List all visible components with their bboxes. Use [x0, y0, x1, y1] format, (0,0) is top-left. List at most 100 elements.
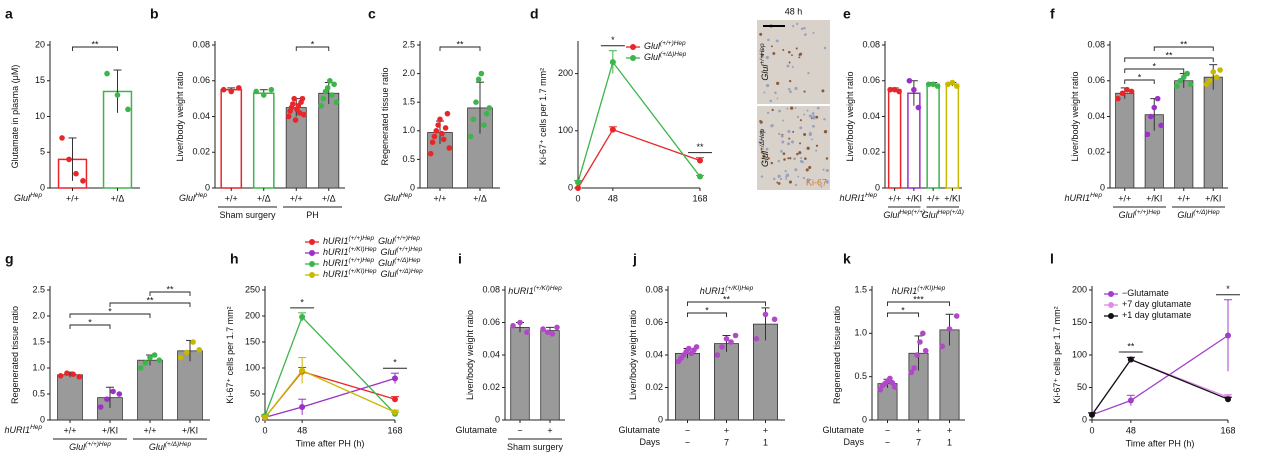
y-tick-label: 0.08 — [1087, 39, 1105, 49]
nucleus — [799, 126, 803, 130]
nucleus — [778, 132, 781, 135]
text-base: hURI1 — [892, 286, 918, 296]
micrograph — [757, 106, 830, 190]
x-tick-label: +/+ — [888, 193, 901, 203]
y-axis-label: Ki-67⁺ cells per 1.7 mm² — [1052, 306, 1062, 403]
y-tick-label: 0.02 — [645, 382, 663, 392]
x-tick-label: 168 — [1220, 425, 1235, 435]
text: Ki-67⁺ cells per 1.7 mm² — [538, 68, 548, 165]
nucleus — [767, 157, 770, 160]
y-tick-label: 1.0 — [854, 328, 867, 338]
legend-label: hURI1(+/KI)Hep Glul(+/Δ)Hep — [323, 268, 423, 279]
significance-bracket — [295, 46, 330, 51]
text: Ki-67⁺ cells per 1.7 mm² — [225, 306, 235, 403]
legend-marker — [309, 250, 315, 256]
y-tick-label: 0 — [1082, 414, 1087, 424]
data-point — [920, 330, 926, 337]
data-point — [486, 105, 493, 111]
bar — [1174, 80, 1194, 189]
data-point — [440, 136, 447, 143]
data-point — [554, 324, 560, 331]
text: Glutamate in plasma (μM) — [10, 65, 20, 169]
data-point — [911, 86, 917, 93]
significance-label: * — [1152, 61, 1156, 71]
text: Glutamate — [822, 425, 864, 435]
data-point — [1225, 396, 1231, 403]
legend-marker — [1108, 291, 1114, 297]
data-point — [1124, 86, 1130, 93]
significance-label: * — [300, 297, 304, 307]
text: Sham surgery — [507, 442, 564, 452]
text-base: Glul — [381, 269, 398, 279]
text: Liver/body weight ratio — [175, 71, 185, 161]
significance-bracket — [109, 302, 191, 307]
nucleus — [815, 144, 819, 147]
data-point — [327, 77, 333, 84]
text: Days — [843, 437, 864, 447]
x-tick-label: +/+ — [433, 193, 446, 203]
bar — [1115, 92, 1135, 189]
data-point — [723, 335, 730, 342]
nucleus — [760, 175, 764, 178]
nucleus — [762, 154, 766, 158]
group-label: GlulHep(+/Δ) — [922, 209, 964, 220]
text-sup: Hep — [30, 424, 42, 431]
text-sup: Hep — [30, 192, 42, 199]
x-row-label: Glutamate — [822, 425, 864, 435]
text-base: Glul — [381, 247, 398, 257]
y-tick-label: 0.04 — [482, 349, 500, 359]
significance-bracket — [439, 46, 481, 51]
bar — [540, 330, 560, 421]
text-sup: (+/+)Hep — [1135, 209, 1161, 216]
nucleus — [774, 91, 777, 95]
significance-bracket — [887, 312, 919, 317]
data-point — [891, 86, 898, 93]
x-tick-label: +/+ — [1177, 193, 1190, 203]
data-point — [318, 102, 324, 109]
text-base: Glul — [1177, 210, 1194, 220]
y-tick-label: 0.06 — [482, 317, 500, 327]
nucleus — [775, 39, 779, 43]
text-sup: Hep(+/Δ) — [938, 209, 964, 216]
significance-label: * — [108, 306, 112, 316]
text-sup: (+/+)Hep — [85, 441, 111, 448]
significance-label: ** — [1127, 341, 1135, 351]
x-row-label: hURI1Hep — [5, 424, 43, 435]
x-row-label-2: Days — [843, 437, 864, 447]
data-point — [435, 122, 441, 128]
data-point — [80, 178, 86, 184]
data-point — [57, 373, 64, 379]
series-line — [264, 315, 396, 417]
x-tick-label: +/+ — [63, 425, 76, 435]
data-point — [64, 370, 70, 377]
data-point — [433, 128, 440, 134]
text-base: Glul — [760, 64, 770, 81]
text-base: Glul — [760, 150, 770, 167]
y-tick-label: 150 — [1072, 317, 1087, 327]
y-tick-label: 10 — [35, 111, 45, 121]
x-tick-label: 0 — [575, 193, 580, 203]
data-point — [1127, 356, 1134, 363]
x-tick-label: 168 — [692, 193, 707, 203]
data-point — [125, 106, 131, 113]
subtitle: hURI1(+/KI)Hep — [508, 285, 562, 296]
data-point — [887, 375, 893, 382]
nucleus — [785, 173, 790, 177]
series-line — [264, 370, 396, 418]
y-tick-label: 0.02 — [1087, 147, 1105, 157]
data-point — [914, 352, 920, 358]
significance-label: * — [611, 35, 615, 45]
text: Ki-67⁺ cells per 1.7 mm² — [1052, 306, 1062, 403]
nucleus — [804, 157, 807, 160]
panel-letter: b — [150, 6, 159, 22]
data-point — [1203, 81, 1210, 88]
panel-letter: j — [632, 251, 637, 267]
significance-label: * — [393, 358, 397, 368]
data-point — [946, 326, 953, 332]
text-sup: (+/Δ)Hep — [1193, 209, 1220, 216]
data-point — [392, 409, 398, 416]
y-tick-label: 50 — [1077, 382, 1087, 392]
text-sup: (+/+)Hep — [660, 40, 686, 47]
data-point — [896, 88, 902, 95]
x-row-label: hURI1Hep — [840, 192, 878, 203]
